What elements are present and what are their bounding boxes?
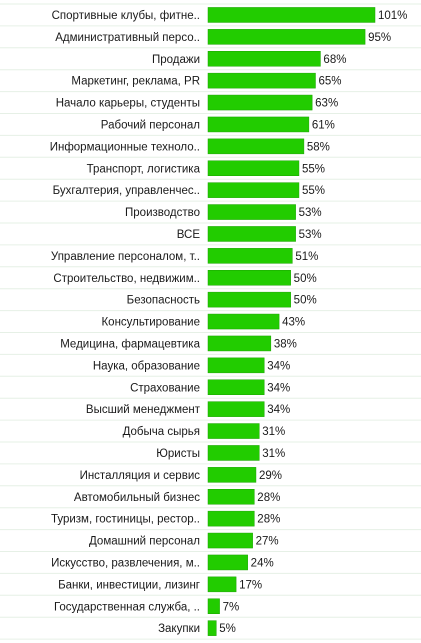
category-label: Административный персо.. [55, 32, 200, 44]
bar [207, 51, 321, 67]
category-label: Управление персоналом, т.. [51, 251, 200, 263]
category-labels: Спортивные клубы, фитне.. Административны… [50, 10, 201, 635]
bar [207, 270, 291, 286]
value-label: 55% [302, 163, 325, 175]
bar [207, 94, 313, 111]
bar [207, 467, 257, 483]
value-label: 55% [302, 185, 325, 197]
category-label: Строительство, недвижим.. [53, 273, 200, 285]
category-label: Консультирование [101, 317, 200, 329]
category-label: Безопасность [127, 295, 200, 307]
bar [207, 379, 265, 395]
category-label: Медицина, фармацевтика [60, 338, 200, 350]
category-label: Юристы [156, 448, 200, 460]
value-label: 38% [274, 338, 297, 350]
category-label: Автомобильный бизнес [74, 492, 200, 504]
value-label: 61% [312, 119, 335, 131]
value-label: 68% [323, 54, 346, 66]
value-label: 65% [318, 76, 341, 88]
bar [207, 554, 248, 571]
bar [207, 182, 300, 198]
value-labels: 101% 95% 68% 65% 63% 61% 58% 55% 55% 53% 53% 51% 50%… [219, 10, 407, 635]
category-label: Наука, образование [93, 360, 200, 372]
category-label: Продажи [152, 54, 200, 66]
value-label: 34% [267, 404, 290, 416]
category-label: Начало карьеры, студенты [56, 98, 200, 110]
bar [207, 620, 217, 636]
bar [207, 29, 366, 45]
category-label: Транспорт, логистика [87, 163, 201, 175]
category-label: Государственная служба, .. [54, 601, 200, 613]
category-label: Добыча сырья [123, 426, 200, 438]
bar [207, 598, 220, 614]
category-label: ВСЕ [177, 229, 201, 241]
category-label: Маркетинг, реклама, PR [71, 76, 200, 88]
bar [207, 510, 255, 527]
value-label: 31% [262, 426, 285, 438]
value-label: 51% [295, 251, 318, 263]
category-label: Туризм, гостиницы, рестор.. [51, 514, 200, 526]
category-label: Страхование [130, 382, 200, 394]
bar [207, 532, 253, 549]
bar [207, 291, 291, 308]
category-label: Искусство, развлечения, м.. [51, 557, 200, 569]
value-label: 27% [256, 536, 279, 548]
bar [207, 401, 265, 417]
value-label: 17% [239, 579, 262, 591]
value-label: 5% [219, 623, 236, 635]
value-label: 50% [294, 295, 317, 307]
category-label: Производство [125, 207, 200, 219]
bar [207, 248, 293, 264]
category-label: Высший менеджмент [86, 404, 201, 416]
value-label: 53% [299, 207, 322, 219]
value-label: 34% [267, 382, 290, 394]
bar [207, 423, 260, 439]
category-label: Инсталляция и сервис [80, 470, 201, 482]
bar [207, 160, 300, 176]
value-label: 43% [282, 317, 305, 329]
value-label: 95% [368, 32, 391, 44]
value-label: 28% [257, 514, 280, 526]
bar [207, 489, 255, 505]
bar [207, 313, 280, 330]
value-label: 58% [307, 141, 330, 153]
value-label: 101% [378, 10, 407, 22]
category-label: Рабочий персонал [101, 119, 200, 131]
bar [207, 72, 316, 89]
value-label: 24% [251, 557, 274, 569]
category-label: Бухгалтерия, управленчес.. [53, 185, 200, 197]
bar [207, 335, 272, 352]
value-label: 34% [267, 360, 290, 372]
bar [207, 7, 376, 23]
bar [207, 445, 260, 461]
category-label: Спортивные клубы, фитне.. [52, 10, 200, 22]
value-label: 28% [257, 492, 280, 504]
value-label: 31% [262, 448, 285, 460]
value-label: 63% [315, 98, 338, 110]
value-label: 7% [223, 601, 240, 613]
category-label: Домашний персонал [89, 536, 200, 548]
bars [207, 7, 376, 636]
bar [207, 357, 265, 374]
bar [207, 576, 237, 593]
grid-lines [0, 3, 421, 640]
value-label: 29% [259, 470, 282, 482]
value-label: 53% [299, 229, 322, 241]
category-label: Информационные техноло.. [50, 141, 200, 153]
bar [207, 116, 310, 133]
value-label: 50% [294, 273, 317, 285]
category-label: Банки, инвестиции, лизинг [58, 579, 200, 591]
bar [207, 204, 296, 220]
bar [207, 226, 296, 242]
bar [207, 138, 305, 155]
category-label: Закупки [158, 623, 200, 635]
